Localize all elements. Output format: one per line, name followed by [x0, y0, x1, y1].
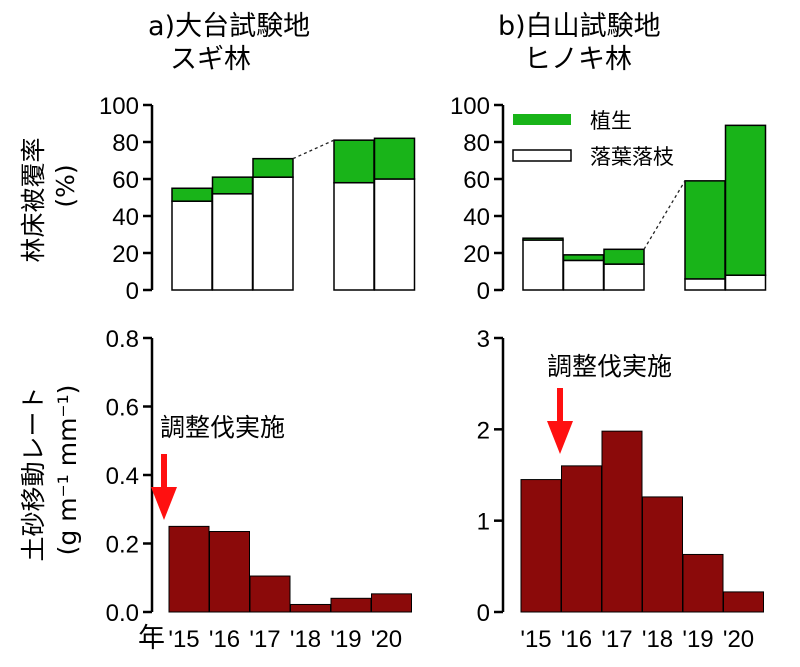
b-top-bar-vegetation — [522, 237, 564, 241]
soil-ylabel: 土砂移動レート — [19, 386, 48, 561]
a-top-gap-connector — [292, 139, 335, 160]
cover-chart-a: 0 20 40 60 80 100 — [99, 93, 416, 305]
b-bottom-y-tick-label: 0 — [477, 600, 490, 627]
panel-b-subtitle: ヒノキ林 — [524, 44, 632, 75]
legend-label-litter: 落葉落枝 — [590, 145, 674, 169]
a-top-y-tick-label: 80 — [112, 130, 139, 157]
a-bottom-bar-soil — [330, 597, 372, 613]
soil-chart-a: 0.0 0.2 0.4 0.6 0.8 — [106, 326, 412, 627]
arrow-b-head — [547, 421, 573, 454]
arrow-b-shaft — [557, 388, 563, 424]
b-top-bar-vegetation — [724, 124, 767, 276]
arrow-a-shaft — [161, 454, 167, 490]
a-top-bar-litter — [171, 200, 213, 291]
x-tick-label: '16 — [209, 626, 240, 653]
thinning-arrow-a — [151, 454, 177, 520]
a-top-y-tick-label: 40 — [112, 204, 139, 231]
x-tick-label: '19 — [330, 626, 361, 653]
a-top-bar-vegetation — [252, 157, 294, 178]
b-bottom-bar-soil — [723, 591, 764, 613]
b-top-bar-litter — [684, 278, 726, 291]
x-tick-labels-b: '15 '16 '17 '18 '19 '20 — [520, 626, 754, 653]
a-bottom-bar-soil — [371, 593, 412, 613]
legend: 植生 落葉落枝 — [512, 109, 674, 169]
a-bottom-y-tick-label: 0.8 — [106, 326, 139, 353]
b-top-y-tick-label: 60 — [463, 167, 490, 194]
panel-a-title: a)大台試験地 — [148, 11, 310, 42]
cover-ylabel: 林床被覆率 — [19, 137, 48, 262]
b-bottom-bar-soil — [601, 430, 643, 613]
b-bottom-bar-soil — [520, 479, 562, 613]
panel-a-subtitle: スギ林 — [170, 44, 251, 75]
legend-label-vegetation: 植生 — [590, 109, 632, 133]
a-bottom-y-tick-label: 0.6 — [106, 395, 139, 422]
year-prefix: 年 — [138, 623, 165, 654]
b-top-bar-vegetation — [603, 248, 645, 265]
b-top-y-tick-label: 20 — [463, 241, 490, 268]
a-top-bar-litter — [252, 176, 294, 291]
b-top-gap-connector — [643, 180, 686, 250]
a-bottom-y-tick-label: 0.4 — [106, 463, 139, 490]
b-top-y-tick-label: 80 — [463, 130, 490, 157]
x-tick-label: '15 — [520, 626, 551, 653]
x-tick-label: '15 — [168, 626, 199, 653]
x-tick-label: '20 — [723, 626, 754, 653]
x-tick-label: '17 — [249, 626, 280, 653]
a-top-bar-litter — [333, 181, 375, 291]
panel-b-title: b)白山試験地 — [498, 11, 661, 42]
x-tick-label: '20 — [371, 626, 402, 653]
b-top-bar-litter — [562, 259, 605, 291]
thinning-label-a: 調整伐実施 — [160, 413, 285, 442]
legend-swatch-litter — [512, 149, 572, 162]
a-top-bar-litter — [373, 178, 416, 291]
a-bottom-y-tick-label: 0.0 — [106, 600, 139, 627]
b-top-y-tick-label: 100 — [450, 93, 490, 120]
a-top-bar-vegetation — [211, 176, 254, 195]
thinning-arrow-b — [547, 388, 573, 454]
a-bottom-bar-soil — [290, 603, 331, 613]
a-bottom-bar-soil — [249, 575, 291, 613]
x-tick-label: '17 — [601, 626, 632, 653]
a-top-y-tick-label: 20 — [112, 241, 139, 268]
b-bottom-y-tick-label: 1 — [477, 509, 490, 536]
b-bottom-bar-soil — [642, 496, 683, 613]
b-top-bar-vegetation — [684, 180, 726, 280]
x-tick-label: '19 — [682, 626, 713, 653]
b-top-bar-litter — [522, 239, 564, 291]
a-bottom-y-tick-label: 0.2 — [106, 532, 139, 559]
x-tick-label: '16 — [561, 626, 592, 653]
a-top-bar-vegetation — [333, 139, 375, 184]
b-top-bar-litter — [603, 263, 645, 291]
a-top-y-tick-label: 100 — [99, 93, 139, 120]
arrow-a-head — [151, 487, 177, 520]
b-bottom-bar-soil — [682, 553, 724, 613]
a-top-bar-litter — [211, 193, 254, 291]
b-top-bar-litter — [724, 274, 767, 291]
x-tick-label: '18 — [642, 626, 673, 653]
a-bottom-bar-soil — [168, 525, 210, 613]
legend-swatch-vegetation — [513, 114, 571, 125]
cover-ylabel-unit: (%) — [51, 164, 80, 207]
x-tick-labels-a: '15 '16 '17 '18 '19 '20 — [168, 626, 402, 653]
a-top-bar-vegetation — [373, 137, 416, 180]
soil-chart-b: 0 1 2 3 — [477, 326, 764, 627]
cover-chart-b: 0 20 40 60 80 100 — [450, 93, 767, 305]
b-bottom-y-tick-label: 2 — [477, 417, 490, 444]
b-bottom-bar-soil — [561, 465, 602, 613]
b-bottom-y-tick-label: 3 — [477, 326, 490, 353]
a-bottom-bar-soil — [209, 531, 250, 613]
b-top-bar-vegetation — [562, 254, 605, 262]
b-top-y-tick-label: 0 — [477, 278, 490, 305]
a-top-bar-vegetation — [171, 187, 213, 202]
a-top-y-tick-label: 0 — [126, 278, 139, 305]
soil-ylabel-unit: (g m⁻¹ mm⁻¹) — [53, 385, 82, 556]
x-tick-label: '18 — [290, 626, 321, 653]
thinning-label-b: 調整伐実施 — [547, 352, 672, 381]
a-top-y-tick-label: 60 — [112, 167, 139, 194]
b-top-y-tick-label: 40 — [463, 204, 490, 231]
